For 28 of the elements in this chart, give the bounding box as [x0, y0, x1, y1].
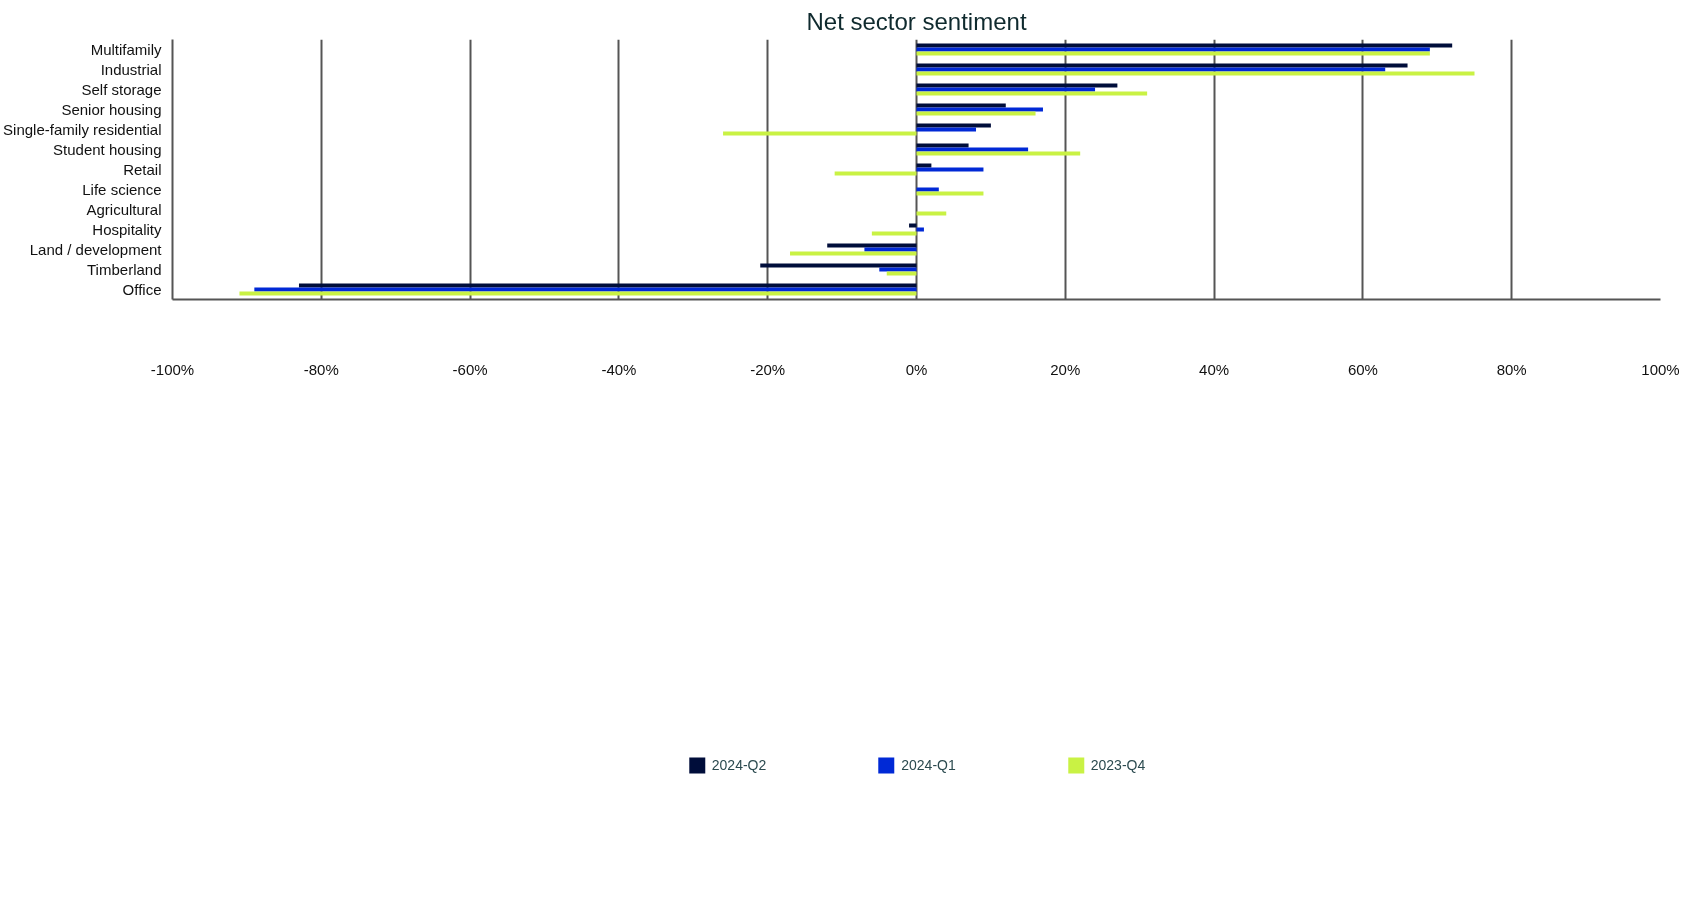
legend-label: 2023-Q4	[1090, 757, 1146, 773]
y-tick-label: Student housing	[53, 141, 162, 158]
y-tick-label: Senior housing	[61, 101, 162, 118]
y-tick-label: Multifamily	[90, 41, 162, 58]
y-tick-label: Land / development	[29, 241, 163, 258]
x-tick-label: -100%	[150, 360, 195, 378]
y-tick-label: Hospitality	[92, 221, 162, 238]
legend-label: 2024-Q1	[901, 757, 956, 773]
x-tick-label: 0%	[905, 360, 928, 378]
y-tick-label: Self storage	[81, 81, 162, 98]
x-tick-label: 20%	[1050, 360, 1081, 378]
x-tick-label: -60%	[452, 360, 488, 378]
y-tick-label: Industrial	[100, 61, 162, 78]
y-tick-label: Agricultural	[86, 201, 162, 218]
y-tick-label: Office	[122, 281, 162, 298]
x-tick-label: 80%	[1496, 360, 1527, 378]
x-tick-label: 100%	[1641, 360, 1680, 378]
x-tick-label: -40%	[601, 360, 637, 378]
x-tick-label: 40%	[1199, 360, 1230, 378]
x-tick-label: -80%	[303, 360, 339, 378]
x-tick-label: 60%	[1347, 360, 1378, 378]
y-tick-label: Single-family residential	[3, 121, 162, 138]
chart-title: Net sector sentiment	[806, 7, 1027, 35]
x-tick-label: -20%	[750, 360, 786, 378]
legend-label: 2024-Q2	[711, 757, 767, 773]
y-tick-label: Life science	[82, 181, 162, 198]
y-tick-label: Timberland	[87, 261, 162, 278]
y-tick-label: Retail	[123, 161, 162, 178]
